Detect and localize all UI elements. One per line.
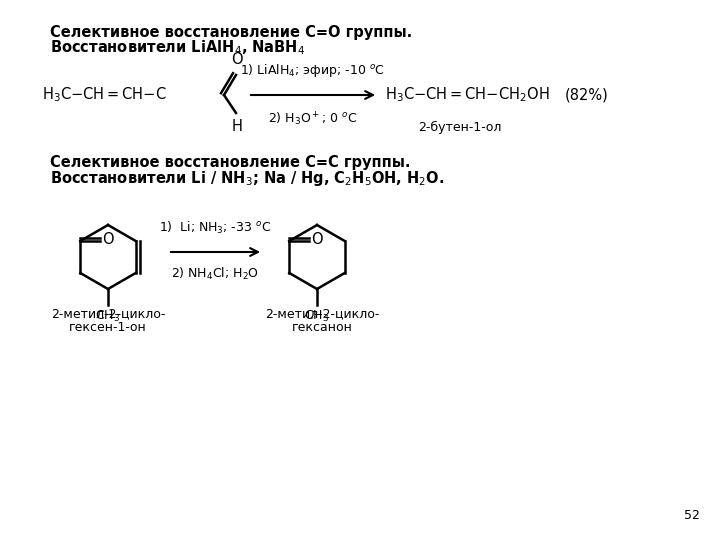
Text: гексен-1-он: гексен-1-он [69, 321, 147, 334]
Text: H: H [232, 119, 243, 134]
Text: Селективное восстановление C=С группы.: Селективное восстановление C=С группы. [50, 154, 410, 170]
Text: 2-метил-2-цикло-: 2-метил-2-цикло- [51, 307, 165, 320]
Text: H$_3$C$-$CH$=$CH$-$C: H$_3$C$-$CH$=$CH$-$C [42, 86, 167, 104]
Text: Восстановители LiAlH$_4$, NaBH$_4$: Восстановители LiAlH$_4$, NaBH$_4$ [50, 39, 305, 57]
Text: 2-бутен-1-ол: 2-бутен-1-ол [418, 121, 502, 134]
Text: 52: 52 [684, 509, 700, 522]
Text: Селективное восстановление C=O группы.: Селективное восстановление C=O группы. [50, 24, 413, 39]
Text: 1) LiAlH$_4$; эфир; -10 $^o$C: 1) LiAlH$_4$; эфир; -10 $^o$C [240, 62, 385, 79]
Text: O: O [102, 233, 114, 247]
Text: O: O [311, 233, 323, 247]
Text: CH$_3$: CH$_3$ [96, 309, 120, 324]
Text: (82%): (82%) [565, 87, 608, 103]
Text: CH$_3$: CH$_3$ [305, 309, 330, 324]
Text: 2) H$_3$O$^+$; 0 $^o$C: 2) H$_3$O$^+$; 0 $^o$C [269, 111, 358, 129]
Text: 2-метил-2-цикло-: 2-метил-2-цикло- [265, 307, 379, 320]
Text: 2) NH$_4$Cl; H$_2$O: 2) NH$_4$Cl; H$_2$O [171, 266, 259, 282]
Text: гексанон: гексанон [292, 321, 352, 334]
Text: Восстановители Li / NH$_3$; Na / Hg, C$_2$H$_5$OH, H$_2$O.: Восстановители Li / NH$_3$; Na / Hg, C$_… [50, 168, 444, 187]
Text: 1)  Li; NH$_3$; -33 $^o$C: 1) Li; NH$_3$; -33 $^o$C [159, 220, 271, 236]
Text: O: O [231, 52, 243, 67]
Text: H$_3$C$-$CH$=$CH$-$CH$_2$OH: H$_3$C$-$CH$=$CH$-$CH$_2$OH [385, 86, 549, 104]
